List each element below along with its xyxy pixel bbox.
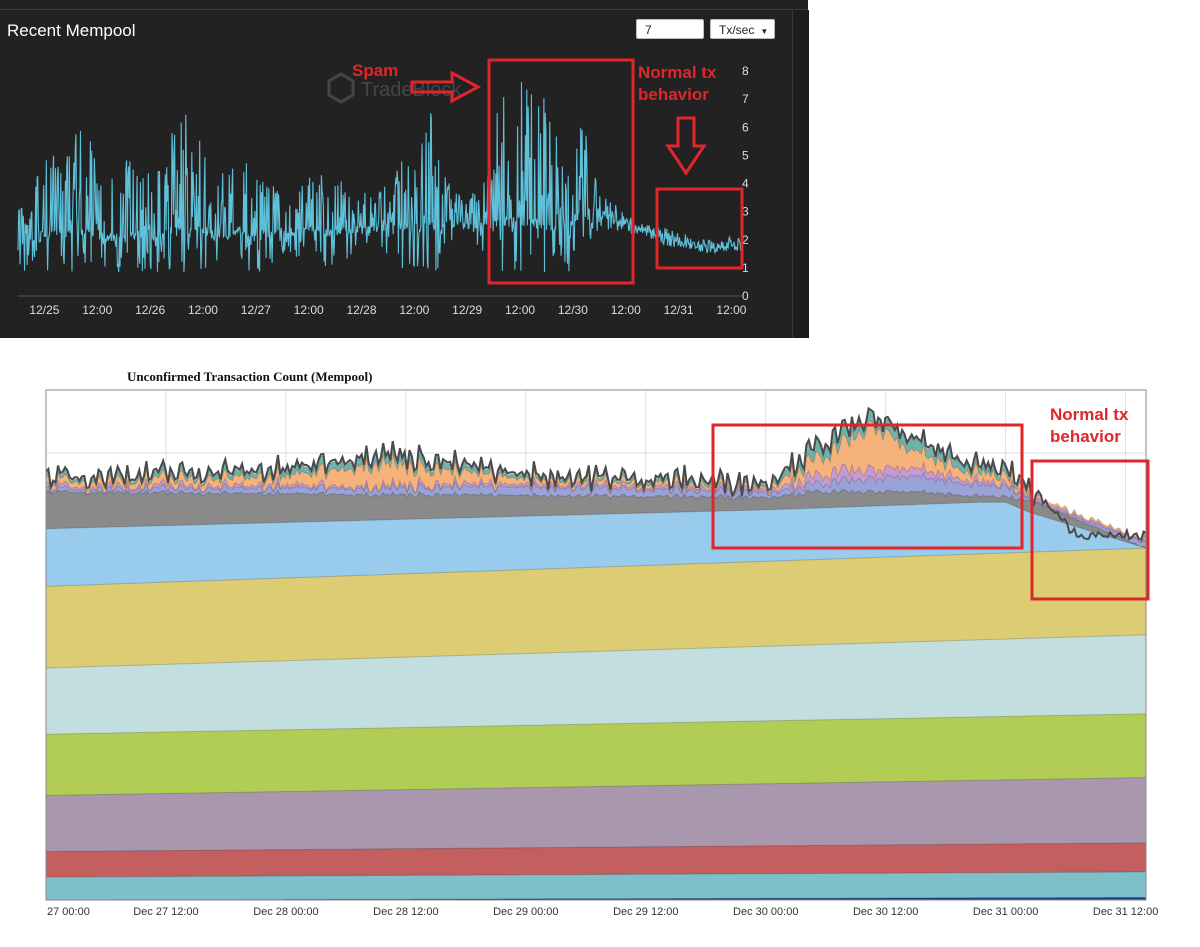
y-tick-label: 7 [742, 92, 749, 106]
y-tick-label: 8 [742, 64, 749, 78]
x-tick-label: Dec 30 00:00 [733, 906, 798, 918]
y-tick-label: 2 [742, 233, 749, 247]
x-tick-label: 12:00 [399, 303, 429, 317]
y-tick-label: 0 [742, 289, 749, 303]
x-tick-label: 12:00 [188, 303, 218, 317]
panel-title: Recent Mempool [7, 21, 136, 40]
range-select-value: 7 Days [645, 23, 673, 57]
chevron-down-icon: ▼ [760, 27, 769, 36]
unit-select[interactable]: Tx/sec ▼ [710, 19, 775, 39]
x-tick-label: 12/30 [558, 303, 588, 317]
normal-label-bottom-line1: Normal tx [1050, 405, 1129, 424]
x-tick-label: 12/29 [452, 303, 482, 317]
y-tick-label: 4 [742, 177, 749, 191]
x-tick-label: 12:00 [82, 303, 112, 317]
right-arrow-icon [410, 70, 482, 104]
normal-highlight-box-top [655, 187, 744, 270]
normal-label-top-line1: Normal tx [638, 63, 717, 82]
x-tick-label: 27 00:00 [47, 906, 90, 918]
recent-mempool-panel: Recent Mempool 7 Days ▼ Tx/sec ▼ [0, 0, 809, 338]
tradeblock-logo-icon [327, 72, 355, 104]
spam-label: Spam [352, 61, 398, 80]
x-tick-label: 12:00 [611, 303, 641, 317]
y-axis-ticks: 0 1 2 3 4 5 6 7 8 [742, 64, 749, 303]
x-tick-label: Dec 31 12:00 [1093, 906, 1158, 918]
top-line-chart: TradeBlock 12/25 12:00 12/26 12:00 12/27 12:0… [17, 64, 749, 317]
x-tick-label: Dec 30 12:00 [853, 906, 918, 918]
x-tick-label: Dec 31 00:00 [973, 906, 1038, 918]
x-tick-label: 12/26 [135, 303, 165, 317]
x-tick-label: 12/31 [664, 303, 694, 317]
spam-highlight-box [487, 58, 635, 285]
bottom-chart-title: Unconfirmed Transaction Count (Mempool) [127, 369, 373, 384]
x-axis-ticks: 27 00:00 Dec 27 12:00 Dec 28 00:00 Dec 28 1… [47, 906, 1158, 918]
y-tick-label: 1 [742, 261, 749, 275]
x-tick-label: 12:00 [294, 303, 324, 317]
normal-label-bottom-line2: behavior [1050, 427, 1121, 446]
spam-highlight-box-bottom [711, 423, 1024, 550]
unit-select-value: Tx/sec [719, 23, 755, 37]
range-select[interactable]: 7 Days ▼ [636, 19, 704, 57]
plot-frame [45, 389, 1147, 901]
area-series-band [45, 871, 1147, 901]
area-series [45, 409, 1147, 901]
normal-highlight-box-bottom [1030, 459, 1150, 601]
panel-top-border [0, 9, 808, 10]
y-tick-label: 6 [742, 120, 749, 134]
x-tick-label: Dec 28 00:00 [253, 906, 318, 918]
x-tick-label: Dec 27 12:00 [133, 906, 198, 918]
x-tick-label: 12/27 [241, 303, 271, 317]
x-tick-label: 12/28 [346, 303, 376, 317]
x-tick-label: 12:00 [716, 303, 746, 317]
y-tick-label: 5 [742, 148, 749, 162]
chevron-down-icon: ▼ [678, 47, 687, 56]
normal-label-top-line2: behavior [638, 85, 709, 104]
x-axis-ticks: 12/25 12:00 12/26 12:00 12/27 12:00 12/28 12:00… [29, 303, 746, 317]
x-tick-label: Dec 29 00:00 [493, 906, 558, 918]
y-tick-label: 3 [742, 205, 749, 219]
x-tick-label: 12:00 [505, 303, 535, 317]
x-tick-label: Dec 29 12:00 [613, 906, 678, 918]
down-arrow-icon [665, 116, 707, 176]
panel-right-edge [792, 10, 809, 338]
x-tick-label: 12/25 [29, 303, 59, 317]
tx-per-sec-line [17, 82, 743, 273]
total-outline [45, 406, 1147, 542]
x-tick-label: Dec 28 12:00 [373, 906, 438, 918]
